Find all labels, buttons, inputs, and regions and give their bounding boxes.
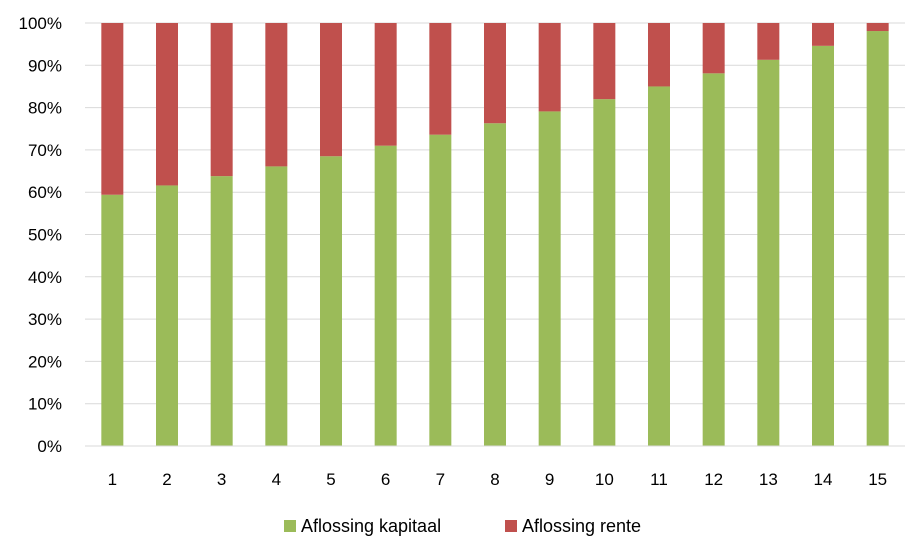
x-tick-label: 12 <box>704 470 723 489</box>
y-tick-label: 70% <box>28 141 62 160</box>
bar-segment-rente <box>866 23 889 32</box>
bar-segment-kapitaal <box>265 166 288 446</box>
bar-segment-rente <box>538 23 561 112</box>
legend-label: Aflossing kapitaal <box>301 516 441 536</box>
bar-segment-kapitaal <box>484 123 506 446</box>
legend: Aflossing kapitaal Aflossing rente <box>284 516 641 536</box>
bar-segment-kapitaal <box>648 86 670 446</box>
x-tick-label: 5 <box>326 470 335 489</box>
y-tick-label: 50% <box>28 226 62 245</box>
bar-segment-rente <box>702 23 725 74</box>
bar-segment-kapitaal <box>429 134 452 446</box>
x-tick-label: 8 <box>490 470 499 489</box>
bar-segment-kapitaal <box>866 31 889 447</box>
bar-segment-rente <box>648 23 670 87</box>
legend-swatch <box>284 520 296 532</box>
x-tick-label: 14 <box>814 470 833 489</box>
x-tick-label: 1 <box>108 470 117 489</box>
bar-segment-rente <box>320 23 342 157</box>
bar-segment-rente <box>429 23 452 135</box>
y-tick-label: 20% <box>28 352 62 371</box>
bar-segment-rente <box>101 23 124 195</box>
x-tick-label: 4 <box>272 470 281 489</box>
bar-segment-kapitaal <box>757 59 780 447</box>
x-tick-label: 10 <box>595 470 614 489</box>
y-tick-label: 90% <box>28 56 62 75</box>
bar-segment-rente <box>484 23 506 124</box>
y-axis: 0% 10% 20% 30% 40% 50% 60% 70% 80% 90% 100% <box>19 14 62 456</box>
legend-swatch <box>505 520 517 532</box>
bar-segment-rente <box>593 23 616 100</box>
bar-segment-kapitaal <box>210 176 233 446</box>
bar-segment-kapitaal <box>812 45 834 446</box>
x-tick-label: 11 <box>650 470 668 489</box>
x-tick-label: 6 <box>381 470 390 489</box>
y-tick-label: 80% <box>28 99 62 118</box>
x-tick-label: 7 <box>436 470 445 489</box>
bars <box>101 23 889 447</box>
bar-segment-rente <box>374 23 397 146</box>
bar-segment-kapitaal <box>593 99 616 446</box>
x-tick-label: 9 <box>545 470 554 489</box>
bar-segment-kapitaal <box>538 111 561 447</box>
bar-segment-kapitaal <box>101 194 124 446</box>
bar-segment-rente <box>210 23 233 177</box>
bar-segment-kapitaal <box>374 145 397 447</box>
bar-segment-rente <box>265 23 288 167</box>
bar-segment-rente <box>156 23 178 186</box>
bar-segment-rente <box>757 23 780 60</box>
y-tick-label: 0% <box>37 437 62 456</box>
legend-label: Aflossing rente <box>522 516 641 536</box>
bar-segment-rente <box>812 23 834 46</box>
x-tick-label: 2 <box>162 470 171 489</box>
bar-segment-kapitaal <box>156 185 178 446</box>
bar-segment-kapitaal <box>702 73 725 446</box>
y-tick-label: 30% <box>28 310 62 329</box>
y-tick-label: 10% <box>28 395 62 414</box>
y-tick-label: 100% <box>19 14 62 33</box>
bar-segment-kapitaal <box>320 156 342 446</box>
x-tick-label: 13 <box>759 470 778 489</box>
y-tick-label: 40% <box>28 268 62 287</box>
x-axis: 1 2 3 4 5 6 7 8 9 10 11 12 13 14 15 <box>85 445 905 489</box>
x-tick-label: 3 <box>217 470 226 489</box>
y-tick-label: 60% <box>28 183 62 202</box>
x-tick-label: 15 <box>868 470 887 489</box>
